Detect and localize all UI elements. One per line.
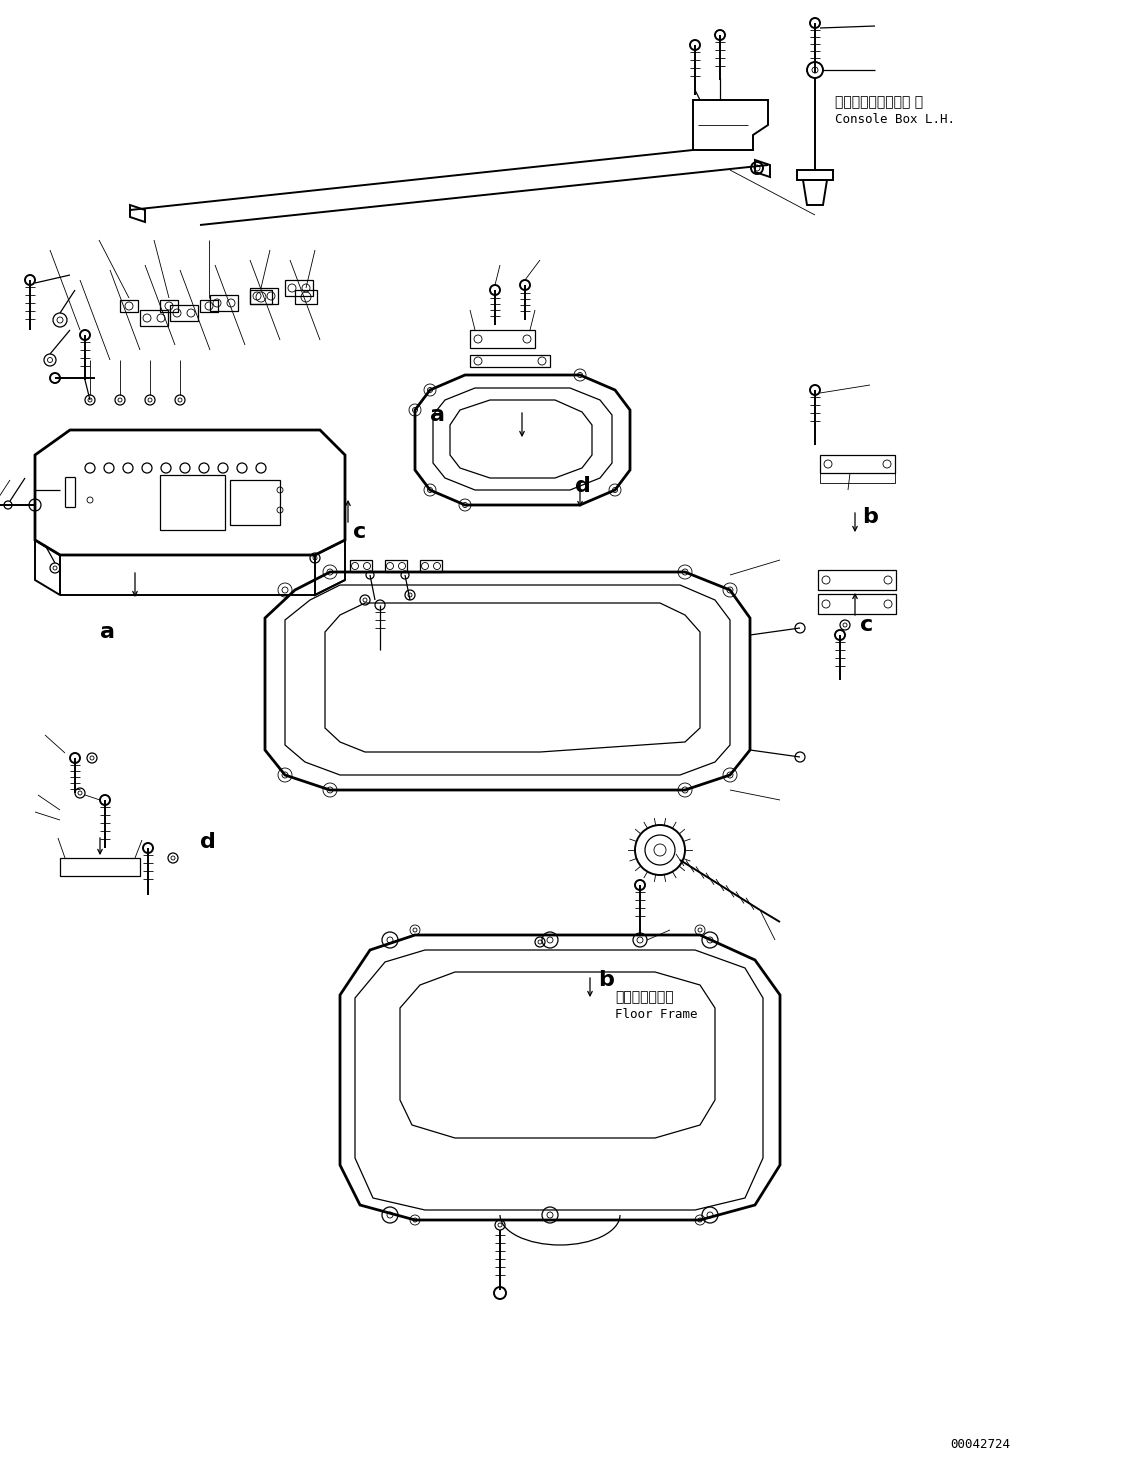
Bar	[170, 305, 199, 321]
Text: c: c	[353, 522, 366, 541]
Bar	[160, 301, 178, 312]
Text: フロアフレーム: フロアフレーム	[615, 991, 673, 1004]
Bar	[470, 355, 550, 368]
Bar	[350, 560, 372, 572]
Text: Console Box L.H.: Console Box L.H.	[835, 112, 955, 125]
Text: d: d	[575, 476, 591, 496]
Bar	[818, 570, 896, 589]
Bar	[285, 280, 313, 296]
Text: 00042724: 00042724	[950, 1439, 1010, 1452]
Text: a: a	[430, 406, 445, 425]
Bar	[140, 309, 168, 325]
Bar	[250, 287, 278, 303]
Bar	[420, 560, 442, 572]
Text: b: b	[861, 506, 877, 527]
Text: Floor Frame: Floor Frame	[615, 1008, 697, 1021]
Bar	[818, 594, 896, 614]
Text: コンソールボックス 左: コンソールボックス 左	[835, 95, 923, 109]
Bar	[120, 301, 138, 312]
Bar	[296, 290, 317, 303]
Bar	[160, 476, 225, 530]
Text: b: b	[598, 970, 614, 991]
Bar	[60, 858, 140, 875]
Bar	[250, 290, 272, 303]
Bar	[820, 473, 895, 483]
Text: c: c	[860, 616, 873, 635]
Bar	[470, 330, 535, 349]
Bar	[385, 560, 407, 572]
Text: a: a	[100, 622, 115, 642]
Text: d: d	[200, 832, 216, 852]
Bar	[820, 455, 895, 473]
Bar	[210, 295, 238, 311]
Bar	[200, 301, 218, 312]
Bar	[230, 480, 280, 525]
